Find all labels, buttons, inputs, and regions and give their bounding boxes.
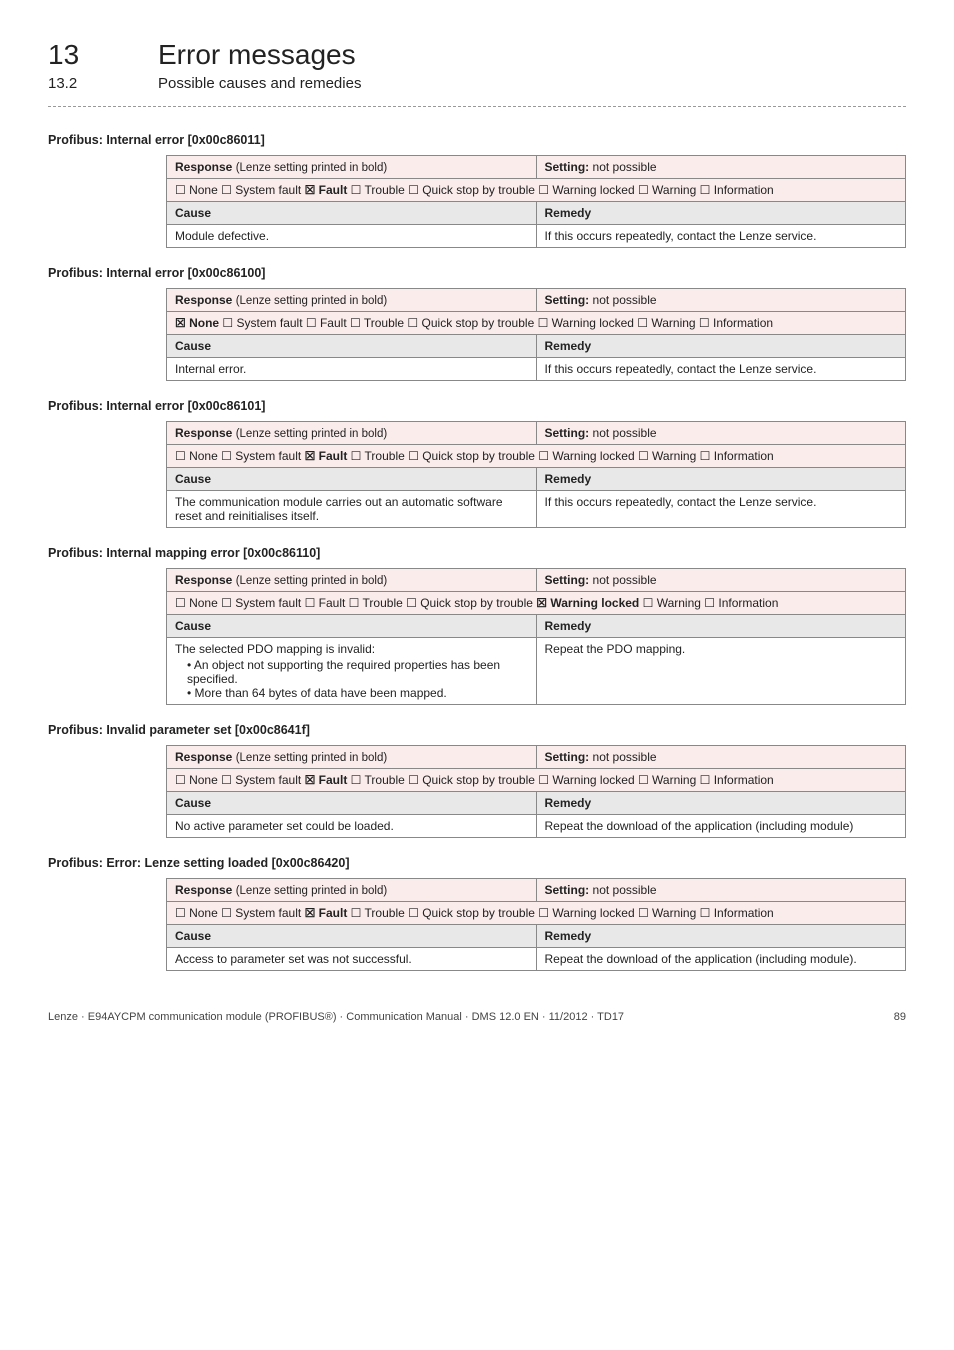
footer-left: Lenze · E94AYCPM communication module (P… xyxy=(48,1011,624,1023)
error-table: Response (Lenze setting printed in bold)… xyxy=(166,878,906,971)
response-options: ☒ None ☐ System fault ☐ Fault ☐ Trouble … xyxy=(167,311,906,334)
chapter-number: 13 xyxy=(48,40,158,71)
response-label: Response (Lenze setting printed in bold) xyxy=(167,745,537,768)
cause-header: Cause xyxy=(167,467,537,490)
cause-header: Cause xyxy=(167,334,537,357)
error-table: Response (Lenze setting printed in bold)… xyxy=(166,745,906,838)
setting-cell: Setting: not possible xyxy=(536,155,906,178)
section-title: Possible causes and remedies xyxy=(158,75,361,92)
remedy-header: Remedy xyxy=(536,467,906,490)
response-options: ☐ None ☐ System fault ☐ Fault ☐ Trouble … xyxy=(167,591,906,614)
remedy-header: Remedy xyxy=(536,791,906,814)
remedy-cell: Repeat the download of the application (… xyxy=(536,814,906,837)
section-number: 13.2 xyxy=(48,75,158,92)
setting-cell: Setting: not possible xyxy=(536,421,906,444)
divider xyxy=(48,106,906,107)
error-table: Response (Lenze setting printed in bold)… xyxy=(166,421,906,528)
remedy-header: Remedy xyxy=(536,201,906,224)
error-title: Profibus: Internal error [0x00c86011] xyxy=(48,133,906,147)
response-label: Response (Lenze setting printed in bold) xyxy=(167,421,537,444)
remedy-header: Remedy xyxy=(536,614,906,637)
response-label: Response (Lenze setting printed in bold) xyxy=(167,878,537,901)
remedy-cell: Repeat the PDO mapping. xyxy=(536,637,906,704)
error-table: Response (Lenze setting printed in bold)… xyxy=(166,568,906,705)
response-options: ☐ None ☐ System fault ☒ Fault ☐ Trouble … xyxy=(167,178,906,201)
cause-cell: The communication module carries out an … xyxy=(167,490,537,527)
response-label: Response (Lenze setting printed in bold) xyxy=(167,568,537,591)
setting-cell: Setting: not possible xyxy=(536,568,906,591)
cause-header: Cause xyxy=(167,201,537,224)
cause-header: Cause xyxy=(167,614,537,637)
response-label: Response (Lenze setting printed in bold) xyxy=(167,155,537,178)
cause-cell: Internal error. xyxy=(167,357,537,380)
error-table: Response (Lenze setting printed in bold)… xyxy=(166,288,906,381)
chapter-title: Error messages xyxy=(158,40,356,71)
cause-cell: Module defective. xyxy=(167,224,537,247)
setting-cell: Setting: not possible xyxy=(536,288,906,311)
setting-cell: Setting: not possible xyxy=(536,878,906,901)
remedy-cell: If this occurs repeatedly, contact the L… xyxy=(536,357,906,380)
error-title: Profibus: Invalid parameter set [0x00c86… xyxy=(48,723,906,737)
remedy-cell: If this occurs repeatedly, contact the L… xyxy=(536,224,906,247)
error-title: Profibus: Internal mapping error [0x00c8… xyxy=(48,546,906,560)
response-options: ☐ None ☐ System fault ☒ Fault ☐ Trouble … xyxy=(167,768,906,791)
setting-cell: Setting: not possible xyxy=(536,745,906,768)
cause-cell: The selected PDO mapping is invalid:An o… xyxy=(167,637,537,704)
remedy-cell: Repeat the download of the application (… xyxy=(536,947,906,970)
error-title: Profibus: Internal error [0x00c86100] xyxy=(48,266,906,280)
cause-header: Cause xyxy=(167,924,537,947)
error-table: Response (Lenze setting printed in bold)… xyxy=(166,155,906,248)
response-options: ☐ None ☐ System fault ☒ Fault ☐ Trouble … xyxy=(167,444,906,467)
response-label: Response (Lenze setting printed in bold) xyxy=(167,288,537,311)
cause-cell: Access to parameter set was not successf… xyxy=(167,947,537,970)
remedy-header: Remedy xyxy=(536,334,906,357)
error-title: Profibus: Error: Lenze setting loaded [0… xyxy=(48,856,906,870)
footer-pagenum: 89 xyxy=(894,1011,906,1023)
response-options: ☐ None ☐ System fault ☒ Fault ☐ Trouble … xyxy=(167,901,906,924)
error-title: Profibus: Internal error [0x00c86101] xyxy=(48,399,906,413)
cause-cell: No active parameter set could be loaded. xyxy=(167,814,537,837)
remedy-cell: If this occurs repeatedly, contact the L… xyxy=(536,490,906,527)
cause-header: Cause xyxy=(167,791,537,814)
remedy-header: Remedy xyxy=(536,924,906,947)
